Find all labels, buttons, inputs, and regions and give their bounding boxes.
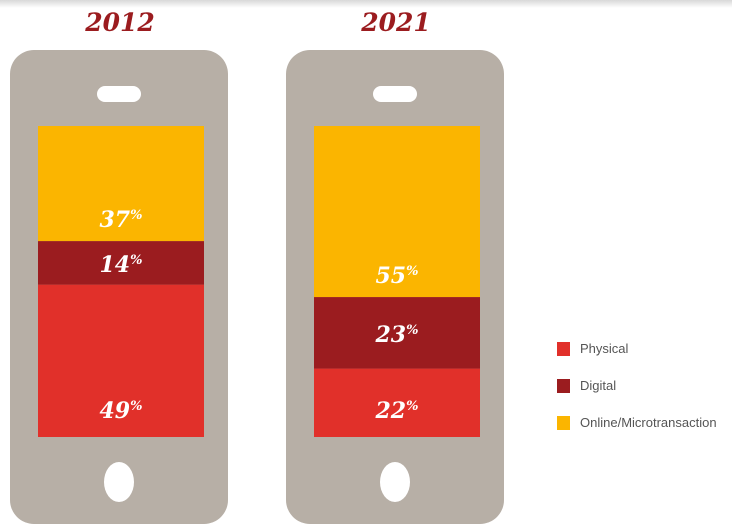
bar-segment-2012-digital xyxy=(38,241,204,285)
data-label-2012-digital: 14% xyxy=(100,252,143,278)
bar-segment-2021-physical xyxy=(314,368,480,437)
legend-label-online-microtransaction: Online/Microtransaction xyxy=(580,415,717,430)
legend-label-physical: Physical xyxy=(580,341,629,356)
legend-item-online-microtransaction: Online/Microtransaction xyxy=(557,413,727,433)
bar-segment-2021-online-microtransaction xyxy=(314,126,480,298)
data-label-2021-physical: 22% xyxy=(375,398,419,424)
legend-item-digital: Digital xyxy=(557,376,727,396)
legend-item-physical: Physical xyxy=(557,339,727,359)
stacked-bar-2021: 22% 23% 55% xyxy=(314,126,480,437)
phone-2021: 22% 23% 55% xyxy=(286,50,504,524)
bar-segment-2012-physical xyxy=(38,284,204,437)
category-label-2021: 2021 xyxy=(361,8,431,37)
bar-segment-2021-digital xyxy=(314,297,480,369)
data-label-2021-online-microtransaction: 55% xyxy=(376,263,419,289)
top-edge xyxy=(0,0,732,8)
legend-swatch-online-microtransaction xyxy=(557,416,570,430)
bar-segment-2012-online-microtransaction xyxy=(38,126,204,242)
legend-swatch-digital xyxy=(557,379,570,393)
category-label-2012: 2012 xyxy=(85,8,155,37)
home-button-icon xyxy=(380,462,410,502)
chart-area-2012: 49% 14% 37% xyxy=(38,126,204,437)
data-label-2012-online-microtransaction: 37% xyxy=(100,207,143,233)
chart-area-2021: 22% 23% 55% xyxy=(314,126,480,437)
phone-2012: 49% 14% 37% xyxy=(10,50,228,524)
stacked-bar-2012: 49% 14% 37% xyxy=(38,126,204,437)
legend-swatch-physical xyxy=(557,342,570,356)
home-button-icon xyxy=(104,462,134,502)
speaker-slot-icon xyxy=(97,86,141,102)
speaker-slot-icon xyxy=(373,86,417,102)
data-label-2021-digital: 23% xyxy=(375,322,419,348)
data-label-2012-physical: 49% xyxy=(100,398,143,424)
legend-label-digital: Digital xyxy=(580,378,617,393)
